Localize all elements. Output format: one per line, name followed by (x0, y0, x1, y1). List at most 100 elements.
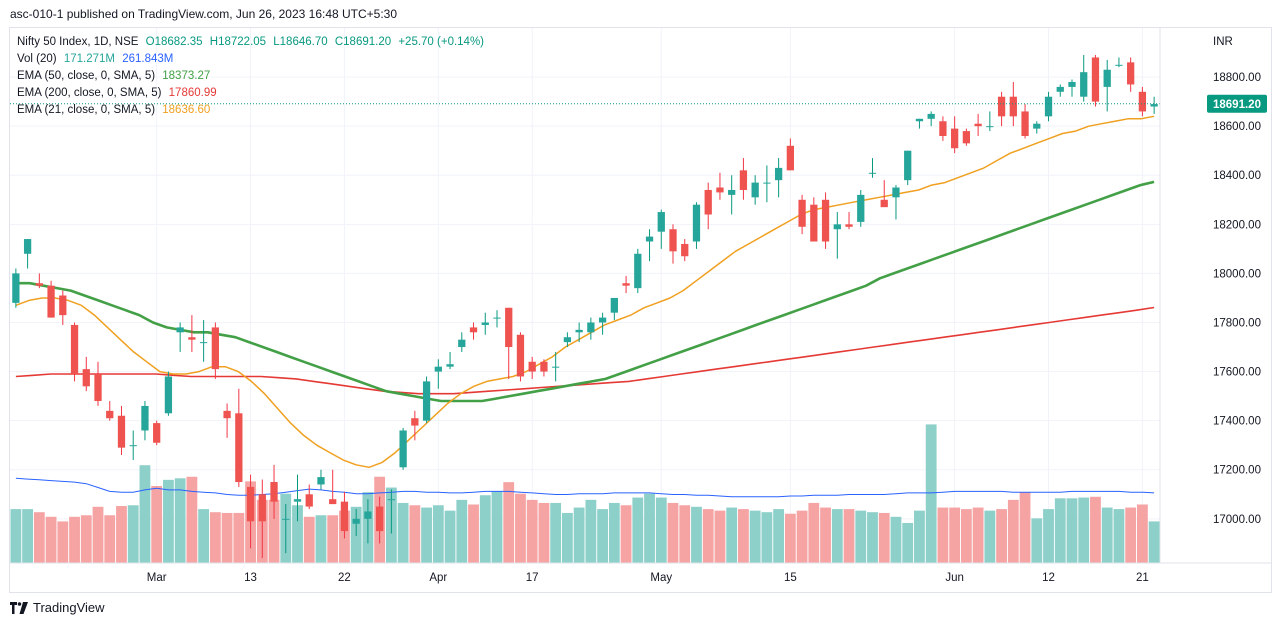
tradingview-footer[interactable]: TradingView (10, 600, 105, 615)
time-tick-label: Jun (945, 572, 964, 584)
volume-bar (726, 507, 738, 563)
legend-ema50-row[interactable]: EMA (50, close, 0, SMA, 5) 18373.27 (17, 68, 484, 85)
currency-label: INR (1213, 36, 1233, 48)
candle-body (246, 486, 255, 522)
candle-body (997, 96, 1006, 117)
indicator-legend: Nifty 50 Index, 1D, NSE O18682.35 H18722… (17, 34, 484, 119)
volume-bar (1066, 498, 1078, 563)
candle-body (1115, 64, 1123, 66)
volume-bar (292, 505, 303, 563)
volume-bar (421, 507, 432, 563)
price-tick-label: 17200.00 (1213, 465, 1261, 477)
volume-bar (432, 505, 444, 563)
legend-ema21-row[interactable]: EMA (21, close, 0, SMA, 5) 18636.60 (17, 102, 484, 119)
tradingview-brand: TradingView (33, 600, 105, 615)
ema200-label: EMA (200, close, 0, SMA, 5) (17, 87, 162, 99)
volume-bar (878, 512, 890, 563)
time-tick-label: 15 (784, 572, 797, 584)
time-tick-label: 13 (244, 572, 257, 584)
candle-body (681, 243, 689, 257)
ema21-label: EMA (21, close, 0, SMA, 5) (17, 104, 156, 116)
candle-body (716, 187, 724, 193)
volume-bar (92, 506, 104, 563)
volume-bar (972, 507, 984, 563)
candle-body (317, 477, 325, 485)
change-value: +25.70 (+0.14%) (398, 36, 484, 48)
candle-body (422, 381, 431, 421)
ema50-value: 18373.27 (162, 70, 211, 82)
volume-bar (914, 510, 925, 563)
legend-vol-row[interactable]: Vol (20) 171.271M 261.843M (17, 51, 484, 68)
volume-bar (163, 479, 174, 563)
price-tick-label: 18000.00 (1213, 268, 1261, 280)
volume-ma-line (15, 477, 1155, 498)
volume-bar (45, 516, 57, 563)
time-tick-label: 21 (1136, 572, 1149, 584)
volume-bar (949, 507, 961, 563)
time-tick-label: Apr (429, 572, 447, 584)
candle-body (645, 236, 654, 242)
volume-bar (57, 521, 69, 563)
ema21-line (15, 115, 1155, 469)
volume-bar (1148, 521, 1160, 563)
candle-body (1150, 104, 1158, 107)
candle-body (810, 204, 818, 242)
candle-body (1044, 96, 1053, 117)
volume-bar (738, 509, 749, 563)
candle-body (70, 324, 79, 375)
volume-bar (526, 499, 538, 563)
volume-bar (902, 522, 914, 563)
vol-label: Vol (20) (17, 53, 57, 65)
symbol-label: Nifty 50 Index, 1D, NSE (17, 36, 139, 48)
volume-bar (1101, 507, 1113, 563)
legend-ema200-row[interactable]: EMA (200, close, 0, SMA, 5) 17860.99 (17, 85, 484, 102)
candle-body (692, 204, 701, 242)
candle-body (364, 511, 372, 519)
volume-bar (655, 497, 667, 563)
legend-symbol-row[interactable]: Nifty 50 Index, 1D, NSE O18682.35 H18722… (17, 34, 484, 51)
candle-body (352, 518, 360, 524)
volume-bar (562, 512, 573, 563)
candle-body (106, 410, 114, 419)
volume-bar (843, 509, 855, 563)
volume-bar (925, 424, 937, 563)
volume-bar (327, 515, 339, 563)
volume-bar (444, 510, 456, 563)
candle-body (516, 334, 525, 377)
volume-bar (761, 512, 773, 563)
candle-body (505, 307, 513, 348)
volume-bar (573, 507, 585, 563)
volume-bar (491, 491, 503, 563)
volume-bar (233, 512, 245, 563)
candle-body (329, 499, 337, 505)
ema-lines (15, 115, 1155, 469)
volume-bar (503, 482, 515, 563)
candle-body (469, 327, 478, 333)
candle-body (434, 366, 442, 372)
volume-bar (315, 515, 327, 563)
candle-body (1127, 62, 1135, 85)
candle-body (1009, 96, 1017, 117)
candle-body (376, 506, 384, 532)
candle-body (774, 167, 783, 181)
candle-body (962, 131, 971, 144)
volume-bar (80, 515, 92, 563)
candle-body (951, 128, 959, 149)
volume-bar (1043, 509, 1054, 563)
volume-bar (1078, 497, 1090, 563)
volume-bar (221, 512, 233, 563)
volume-bar (667, 502, 679, 563)
volume-bar (1031, 518, 1043, 563)
last-price-line: 18691.20 (10, 94, 1267, 113)
candle-body (47, 285, 55, 318)
volume-bar (831, 509, 843, 563)
open-value: O18682.35 (145, 36, 203, 48)
volume-bars (10, 424, 1160, 563)
candle-body (129, 445, 137, 447)
candle-body (552, 366, 560, 368)
candle-body (587, 322, 595, 333)
candle-body (634, 253, 642, 289)
candle-body (153, 423, 161, 443)
candle-body (575, 329, 583, 333)
